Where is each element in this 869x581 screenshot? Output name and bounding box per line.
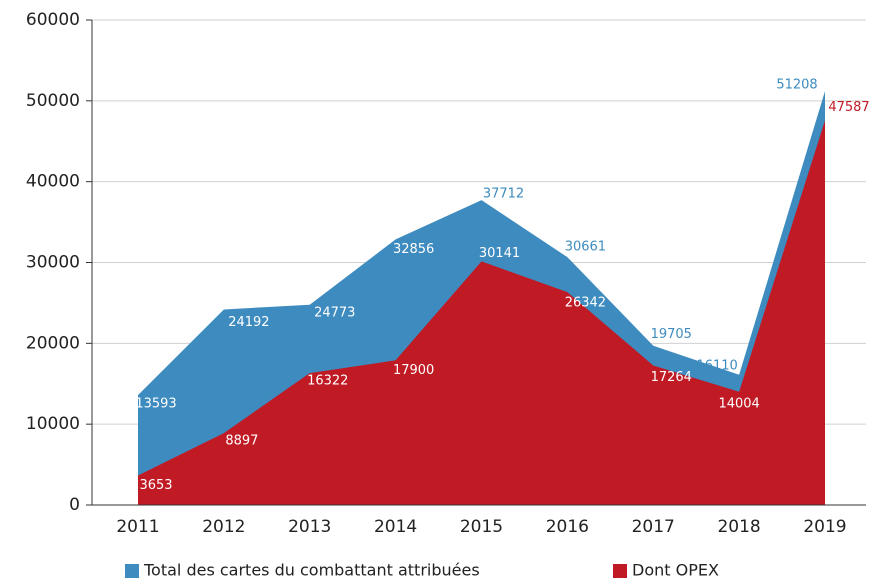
data-label: 16110 <box>696 358 737 373</box>
y-tick-label: 40000 <box>26 172 80 192</box>
data-label: 51208 <box>776 78 817 93</box>
data-label: 32856 <box>393 242 434 257</box>
x-tick-label: 2011 <box>116 517 159 537</box>
y-tick-label: 50000 <box>26 91 80 111</box>
data-label: 24773 <box>314 305 355 320</box>
legend-swatch <box>613 564 627 578</box>
x-tick-label: 2018 <box>717 517 760 537</box>
data-label: 30141 <box>479 246 520 261</box>
y-tick-label: 30000 <box>26 253 80 273</box>
y-tick-label: 20000 <box>26 333 80 353</box>
data-label: 17900 <box>393 363 434 378</box>
x-tick-label: 2014 <box>374 517 417 537</box>
data-label: 24192 <box>228 315 269 330</box>
data-label: 16322 <box>307 374 348 389</box>
x-tick-label: 2016 <box>546 517 589 537</box>
y-tick-label: 10000 <box>26 414 80 434</box>
area <box>138 120 825 506</box>
x-tick-label: 2017 <box>632 517 675 537</box>
data-label: 17264 <box>651 370 692 385</box>
data-label: 14004 <box>718 396 759 411</box>
data-label: 26342 <box>565 296 606 311</box>
y-tick-label: 0 <box>69 495 80 515</box>
legend-label: Total des cartes du combattant attribuée… <box>143 561 480 580</box>
data-label: 37712 <box>483 187 524 202</box>
data-label: 13593 <box>135 397 176 412</box>
data-label: 8897 <box>225 434 258 449</box>
legend-swatch <box>125 564 139 578</box>
x-tick-label: 2012 <box>202 517 245 537</box>
data-label: 19705 <box>651 327 692 342</box>
legend-label: Dont OPEX <box>632 561 719 580</box>
x-tick-label: 2015 <box>460 517 503 537</box>
data-label: 3653 <box>139 478 172 493</box>
x-tick-label: 2013 <box>288 517 331 537</box>
data-label: 47587 <box>828 100 869 115</box>
data-label: 30661 <box>565 240 606 255</box>
y-tick-label: 60000 <box>26 10 80 30</box>
x-tick-label: 2019 <box>803 517 846 537</box>
